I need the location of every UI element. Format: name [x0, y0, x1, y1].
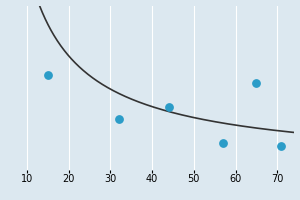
Point [220, 142, 225, 145]
Point [45, 74, 50, 77]
Point [116, 117, 121, 121]
Point [167, 105, 171, 108]
Point [279, 144, 284, 147]
Point [254, 81, 259, 84]
